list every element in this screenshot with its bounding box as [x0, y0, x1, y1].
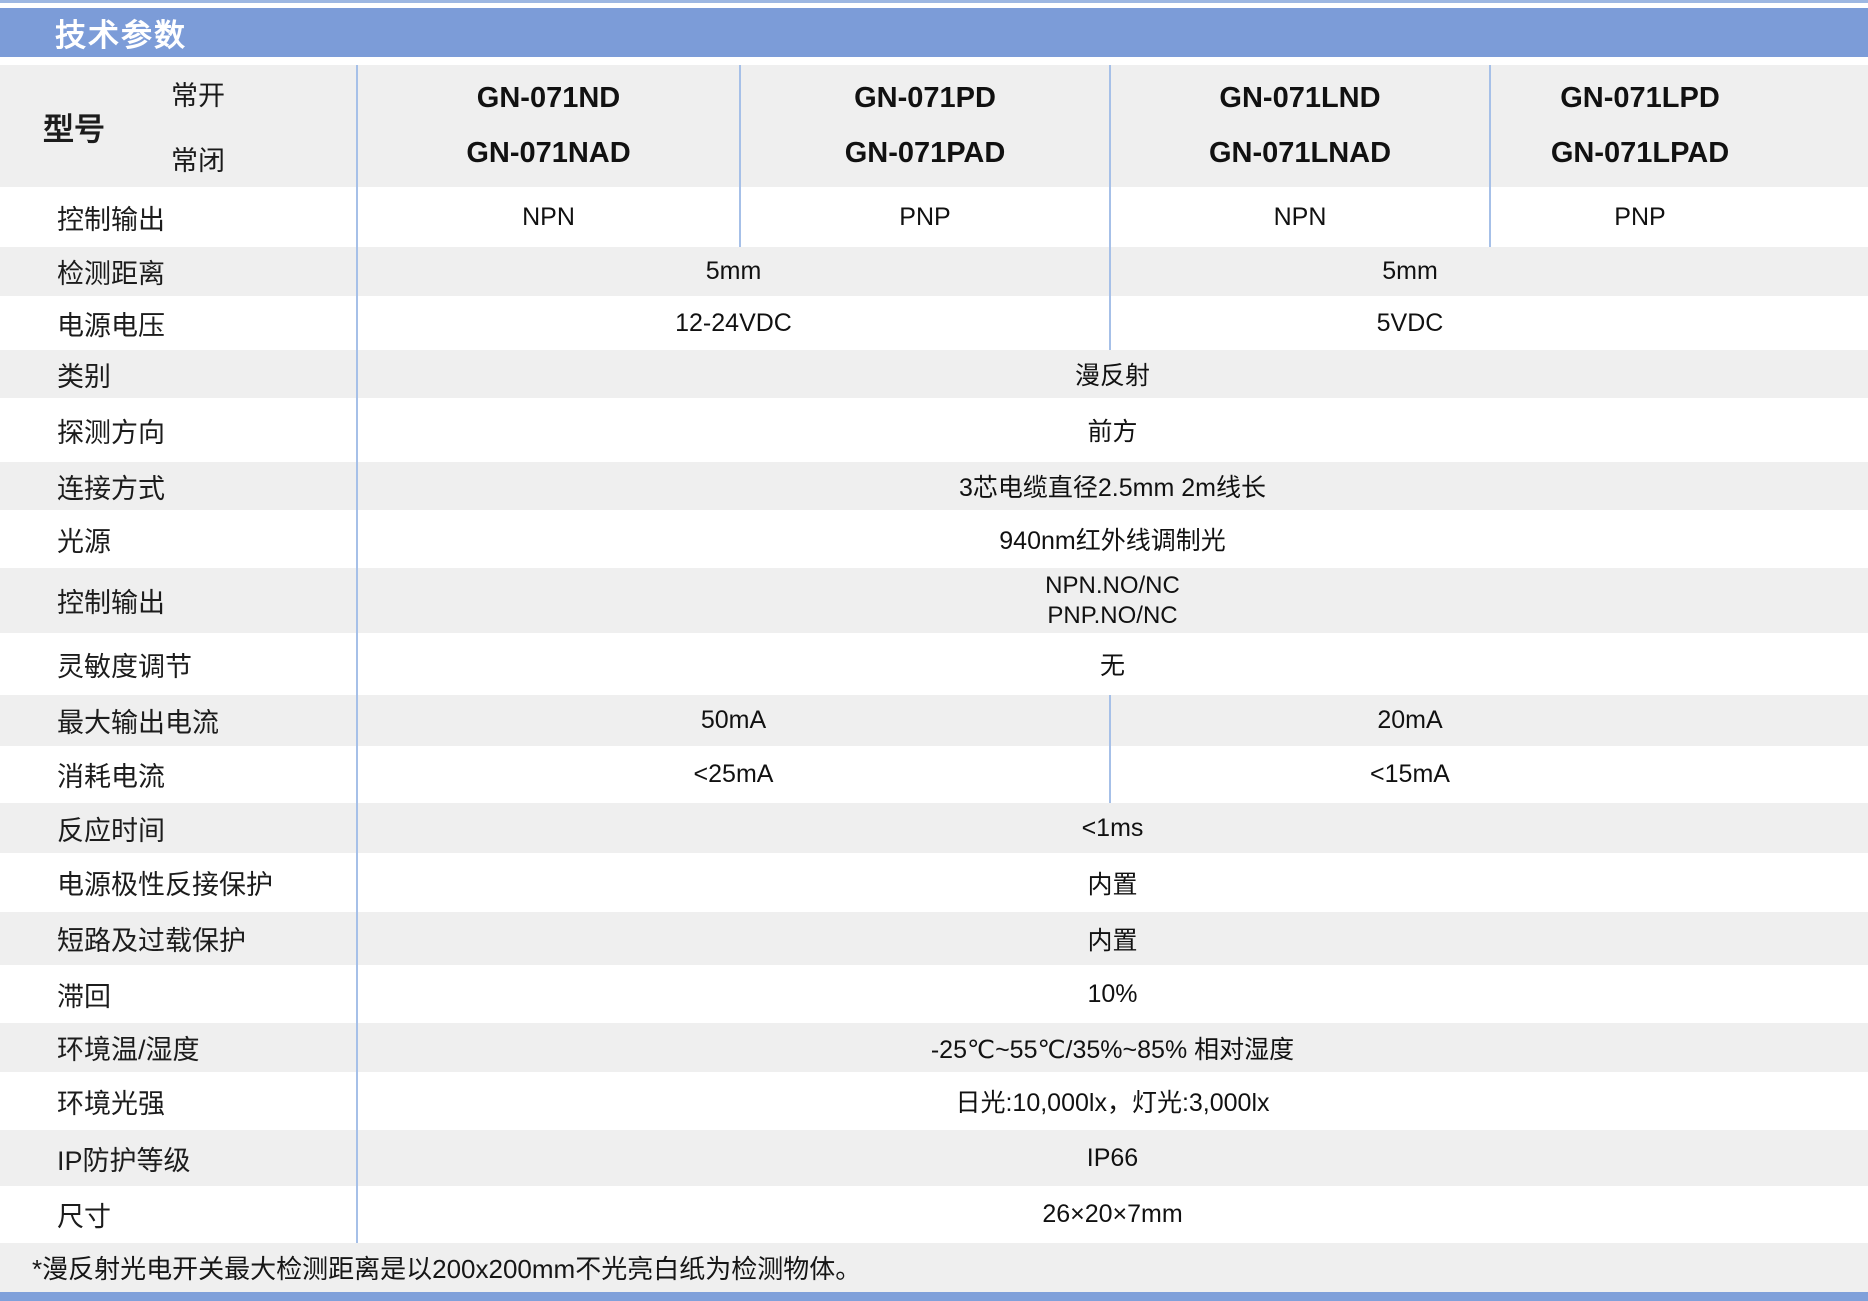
- table-row-model: 型号 常开 常闭 GN-071ND GN-071NAD GN-071PD GN-…: [0, 65, 1868, 187]
- cell-value-line: NPN.NO/NC: [1045, 571, 1180, 599]
- cell-value: 12-24VDC: [675, 308, 792, 337]
- table-row: 控制输出 NPN.NO/NC PNP.NO/NC: [0, 568, 1868, 633]
- cell-value: PNP: [899, 202, 951, 231]
- row-label: 反应时间: [57, 815, 165, 846]
- cell-value: 5mm: [705, 257, 762, 285]
- cell-value: 3芯电缆直径2.5mm 2m线长: [959, 474, 1266, 502]
- row-label: 环境光强: [57, 1088, 165, 1119]
- cell-value: NPN.NO/NC PNP.NO/NC: [357, 568, 1868, 633]
- table-row: 消耗电流 <25mA <15mA: [0, 746, 1868, 803]
- cell-value: 20mA: [1377, 706, 1443, 734]
- row-label: 灵敏度调节: [57, 651, 192, 682]
- table-row: 最大输出电流 50mA 20mA: [0, 695, 1868, 746]
- row-label: 电源极性反接保护: [57, 870, 273, 900]
- cell-value: 10%: [1087, 979, 1138, 1008]
- model-name: GN-071LPD: [1560, 82, 1720, 114]
- model-column-4: GN-071LPD GN-071LPAD: [1490, 65, 1790, 187]
- table-row: IP防护等级 IP66: [0, 1130, 1868, 1186]
- cell-value: 无: [1099, 652, 1125, 680]
- row-label: 光源: [57, 526, 111, 557]
- cell-value: 940nm红外线调制光: [999, 527, 1226, 555]
- table-row: 连接方式 3芯电缆直径2.5mm 2m线长: [0, 462, 1868, 510]
- model-column-3: GN-071LND GN-071LNAD: [1110, 65, 1490, 187]
- section-title: 技术参数: [55, 18, 187, 53]
- grid-line-col3-col4: [1489, 65, 1491, 247]
- model-name: GN-071LND: [1219, 82, 1381, 114]
- top-border-line: [0, 0, 1868, 3]
- table-row: 光源 940nm红外线调制光: [0, 510, 1868, 568]
- row-label: 短路及过载保护: [57, 926, 246, 956]
- row-label: 探测方向: [57, 417, 165, 448]
- cell-value: 5VDC: [1376, 308, 1444, 337]
- section-header-bar: 技术参数: [0, 8, 1868, 57]
- table-row: 环境光强 日光:10,000lx，灯光:3,000lx: [0, 1072, 1868, 1130]
- table-row: 短路及过载保护 内置: [0, 912, 1868, 965]
- table-row: 控制输出 NPN PNP NPN PNP: [0, 187, 1868, 247]
- spec-table: 型号 常开 常闭 GN-071ND GN-071NAD GN-071PD GN-…: [0, 65, 1868, 1292]
- table-row: 灵敏度调节 无: [0, 633, 1868, 695]
- table-row: 电源电压 12-24VDC 5VDC: [0, 296, 1868, 350]
- model-row-sublabels: 常开 常闭: [148, 65, 248, 187]
- row-label: 检测距离: [57, 259, 165, 289]
- sublabel-normally-open: 常开: [171, 81, 225, 111]
- grid-line-center-upper: [1109, 65, 1111, 350]
- row-label: 电源电压: [57, 310, 165, 341]
- cell-value: NPN: [1273, 202, 1327, 231]
- footnote-text: *漫反射光电开关最大检测距离是以200x200mm不光亮白纸为检测物体。: [32, 1254, 862, 1284]
- model-name: GN-071NAD: [466, 137, 631, 169]
- table-row: 环境温/湿度 -25℃~55℃/35%~85% 相对湿度: [0, 1023, 1868, 1072]
- model-row-label: 型号: [43, 111, 105, 147]
- row-label: 滞回: [57, 981, 111, 1012]
- cell-value: PNP: [1614, 202, 1666, 231]
- grid-line-center-lower: [1109, 695, 1111, 803]
- row-label: 控制输出: [57, 588, 165, 618]
- table-row: 电源极性反接保护 内置: [0, 853, 1868, 912]
- sublabel-normally-closed: 常闭: [171, 146, 225, 176]
- bottom-border-bar: [0, 1292, 1868, 1301]
- row-label: 类别: [57, 361, 111, 392]
- cell-value: 日光:10,000lx，灯光:3,000lx: [955, 1089, 1270, 1117]
- cell-value: IP66: [1086, 1143, 1139, 1172]
- model-name: GN-071ND: [476, 82, 621, 114]
- cell-value: 5mm: [1382, 257, 1438, 285]
- row-label: 消耗电流: [57, 762, 165, 792]
- grid-line-col1-col2: [739, 65, 741, 247]
- cell-value: 内置: [1087, 870, 1138, 899]
- cell-value: -25℃~55℃/35%~85% 相对湿度: [930, 1035, 1295, 1064]
- cell-value: <15mA: [1370, 760, 1450, 788]
- model-column-1: GN-071ND GN-071NAD: [357, 65, 740, 187]
- cell-value: 26×20×7mm: [1042, 1200, 1183, 1228]
- cell-value: <25mA: [693, 760, 774, 788]
- row-label: 控制输出: [57, 204, 165, 235]
- row-label: 尺寸: [57, 1202, 111, 1232]
- row-label: 连接方式: [57, 473, 165, 504]
- cell-value: NPN: [522, 202, 575, 231]
- cell-value: 50mA: [700, 706, 767, 734]
- grid-line-label-column: [356, 65, 358, 1243]
- table-row: 滞回 10%: [0, 965, 1868, 1023]
- model-name: GN-071PD: [854, 82, 996, 114]
- cell-value: 内置: [1087, 926, 1138, 955]
- cell-value: 漫反射: [1074, 362, 1150, 390]
- cell-value: 前方: [1087, 418, 1138, 446]
- row-label: 最大输出电流: [57, 708, 219, 738]
- table-row: 反应时间 <1ms: [0, 803, 1868, 853]
- table-row: 尺寸 26×20×7mm: [0, 1186, 1868, 1243]
- model-column-2: GN-071PD GN-071PAD: [740, 65, 1110, 187]
- row-label: IP防护等级: [57, 1145, 191, 1176]
- model-name: GN-071LPAD: [1550, 137, 1730, 169]
- table-row: 探测方向 前方: [0, 398, 1868, 462]
- footnote-row: *漫反射光电开关最大检测距离是以200x200mm不光亮白纸为检测物体。: [0, 1243, 1868, 1292]
- cell-value-line: PNP.NO/NC: [1047, 601, 1178, 629]
- cell-value: <1ms: [1081, 813, 1144, 842]
- table-row: 类别 漫反射: [0, 350, 1868, 398]
- model-name: GN-071LNAD: [1208, 137, 1392, 169]
- row-label: 环境温/湿度: [57, 1035, 200, 1065]
- model-name: GN-071PAD: [844, 137, 1006, 169]
- table-row: 检测距离 5mm 5mm: [0, 247, 1868, 296]
